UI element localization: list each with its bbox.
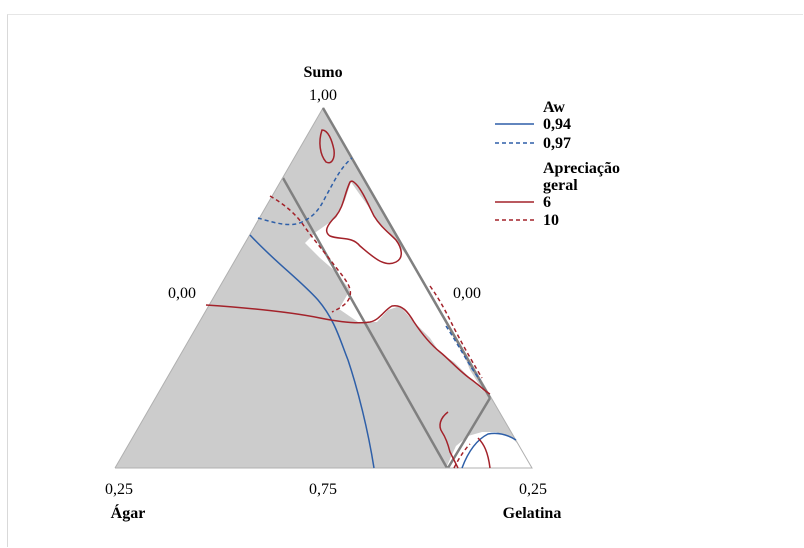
legend: Aw 0,94 0,97 Apreciação geral 6 10: [495, 99, 620, 229]
series-apreciacao-10-line: [269, 195, 352, 313]
legend-label-aw-094: 0,94: [543, 116, 571, 133]
vertex-left-value: 0,25: [105, 481, 133, 498]
series-apreciacao-6-line-c: [439, 411, 459, 469]
legend-group-aw-title: Aw: [543, 99, 565, 116]
series-aw-097-line: [257, 157, 353, 226]
chart-frame: [7, 14, 803, 547]
series-apreciacao-10-line-b: [429, 285, 483, 379]
vertex-right-name: Gelatina: [503, 505, 562, 522]
infeasible-region: [305, 182, 483, 391]
series-apreciacao-10-line-c: [453, 443, 471, 469]
series-aw-097-line-b: [445, 325, 481, 381]
side-label-left: 0,00: [168, 285, 196, 302]
infeasible-region-lower: [446, 432, 532, 468]
feasible-region: [115, 108, 532, 468]
legend-label-apreciacao-10: 10: [543, 212, 559, 229]
vertex-left-name: Ágar: [111, 503, 146, 522]
legend-group-apreciacao-title-1: Apreciação: [543, 160, 620, 177]
series-aw-094-line-b: [461, 432, 517, 469]
side-label-bottom: 0,75: [309, 481, 337, 498]
constraint-line-2: [446, 397, 492, 469]
series-apreciacao-6-loop: [319, 129, 335, 164]
series-apreciacao-6-line-d: [477, 437, 491, 469]
legend-label-aw-097: 0,97: [543, 135, 571, 152]
triangle-right-edge: [321, 107, 492, 399]
vertex-top-name: Sumo: [303, 64, 342, 81]
series-aw-094-line: [249, 234, 375, 469]
legend-group-apreciacao-title-2: geral: [543, 177, 578, 194]
side-label-right: 0,00: [453, 285, 481, 302]
vertex-top-value: 1,00: [309, 87, 337, 104]
series-apreciacao-6-line: [205, 304, 491, 395]
legend-label-apreciacao-6: 6: [543, 194, 551, 211]
vertex-right-value: 0,25: [519, 481, 547, 498]
series-apreciacao-6-line-b: [325, 180, 402, 265]
